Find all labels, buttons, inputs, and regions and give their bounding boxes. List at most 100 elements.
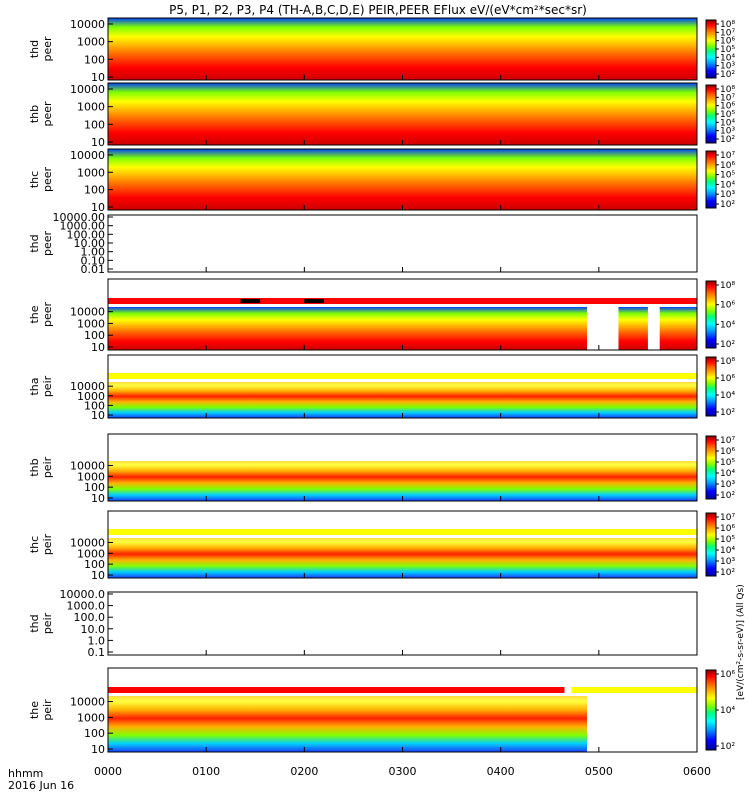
panel-frame — [107, 214, 698, 273]
colorbar-tick-label: 10⁵ — [720, 110, 735, 120]
y-axis-label: thd — [28, 614, 41, 632]
y-tick-label: 10 — [91, 136, 105, 149]
colorbar-tick-label: 10⁴ — [720, 320, 735, 330]
y-tick-label: 100 — [84, 53, 105, 66]
colorbar-tick-label: 10² — [720, 70, 735, 80]
colorbar-tick-label: 10⁸ — [720, 85, 735, 95]
y-tick-label: 10 — [91, 409, 105, 422]
y-tick-label: 1.0 — [88, 634, 106, 647]
y-tick-label: 1000 — [77, 470, 105, 483]
y-tick-label: 10 — [91, 201, 105, 214]
flag-bar-red — [108, 298, 697, 304]
colorbar-tick-label: 10³ — [720, 190, 735, 200]
y-axis-label: peer — [41, 231, 54, 257]
y-tick-label: 1.00 — [81, 246, 106, 259]
y-tick-label: 10000 — [70, 536, 105, 549]
colorbar-tick-label: 10⁶ — [720, 447, 735, 457]
y-tick-label: 10 — [91, 492, 105, 505]
colorbar-tick-label: 10⁷ — [720, 513, 735, 523]
y-tick-label: 0.1 — [88, 646, 106, 659]
time-format-label: hhmm — [8, 767, 43, 780]
colorbar — [705, 84, 717, 144]
y-axis-label: peir — [41, 699, 54, 721]
flag-bar-red — [108, 687, 565, 693]
colorbar-tick-label: 10⁸ — [720, 357, 735, 367]
colorbar — [705, 356, 717, 417]
y-tick-label: 10.0 — [81, 623, 106, 636]
y-tick-label: 10 — [91, 71, 105, 84]
colorbar — [705, 150, 717, 209]
x-tick-label: 0500 — [585, 765, 613, 778]
y-tick-label: 100 — [84, 399, 105, 412]
y-axis-label: peir — [41, 456, 54, 478]
no-data-gap — [647, 307, 660, 350]
colorbar-tick-label: 10⁴ — [720, 546, 735, 556]
date-label: 2016 Jun 16 — [8, 779, 74, 792]
colorbar-tick-label: 10³ — [720, 127, 735, 137]
colorbar-tick-label: 10⁶ — [720, 301, 735, 311]
colorbar-tick-label: 10³ — [720, 557, 735, 567]
y-axis-label: peir — [41, 533, 54, 555]
panel-1: 10 100 1000 10000 thd peer 10⁸10⁷10⁶10⁵10⁴10³1… — [28, 17, 735, 84]
panel-10: 10 100 1000 10000 the peir 10⁶ 10⁴ 10² — [28, 667, 735, 756]
panel-2: 10 100 1000 10000 thb peer 10⁸10⁷10⁶10⁵10⁴10³1… — [28, 82, 735, 149]
y-axis-label: peer — [41, 302, 54, 328]
y-tick-label: 10000 — [70, 149, 105, 162]
colorbar-tick-label: 10⁷ — [720, 436, 735, 446]
colorbar-tick-label: 10² — [720, 742, 735, 752]
y-tick-label: 100 — [84, 329, 105, 342]
y-tick-label: 10000 — [70, 306, 105, 319]
y-tick-label: 100 — [84, 184, 105, 197]
heatmap-body — [108, 149, 697, 210]
y-tick-label: 1000 — [77, 547, 105, 560]
flag-mark — [240, 299, 261, 303]
x-tick-label: 0200 — [290, 765, 318, 778]
x-tick-label: 0000 — [94, 765, 122, 778]
heatmap-body — [108, 18, 697, 80]
y-tick-label: 100 — [84, 481, 105, 494]
no-data-gap — [587, 307, 619, 350]
colorbar-tick-label: 10⁴ — [720, 118, 735, 128]
no-data-gap — [587, 696, 697, 752]
colorbar — [705, 669, 717, 751]
colorbar-tick-label: 10⁴ — [720, 53, 735, 63]
y-axis-label: thd — [28, 234, 41, 252]
y-axis-label: tha — [28, 377, 41, 395]
colorbar-tick-label: 10² — [720, 200, 735, 210]
colorbar-tick-label: 10⁷ — [720, 93, 735, 103]
colorbar-tick-label: 10² — [720, 340, 735, 350]
y-tick-label: 10000.0 — [60, 588, 106, 601]
colorbar — [705, 512, 717, 577]
x-tick-label: 0600 — [683, 765, 711, 778]
y-tick-label: 10.00 — [74, 237, 106, 250]
colorbar-tick-label: 10³ — [720, 62, 735, 72]
y-tick-label: 1000.0 — [67, 600, 106, 613]
y-axis-label: thc — [28, 171, 41, 188]
colorbar-tick-label: 10⁵ — [720, 171, 735, 181]
colorbar-tick-label: 10⁵ — [720, 535, 735, 545]
y-tick-label: 10 — [91, 341, 105, 354]
colorbar-label: [eV/(cm²-s-sr-eV)] (All Qs) — [736, 584, 746, 700]
flag-bar-yellow — [108, 529, 697, 535]
y-tick-label: 10 — [91, 743, 105, 756]
y-tick-label: 10000 — [70, 380, 105, 393]
y-tick-label: 10 — [91, 569, 105, 582]
colorbar-tick-label: 10³ — [720, 480, 735, 490]
colorbar-tick-label: 10² — [720, 135, 735, 145]
y-tick-label: 0.10 — [81, 254, 106, 267]
x-axis: 0000 0100 0200 0300 0400 0500 0600 — [94, 765, 711, 778]
heatmap-body — [108, 461, 697, 501]
x-tick-label: 0100 — [192, 765, 220, 778]
x-tick-label: 0300 — [389, 765, 417, 778]
flag-mark — [304, 299, 324, 303]
y-tick-label: 1000 — [77, 166, 105, 179]
colorbar-tick-label: 10⁵ — [720, 45, 735, 55]
colorbar-tick-label: 10⁵ — [720, 458, 735, 468]
